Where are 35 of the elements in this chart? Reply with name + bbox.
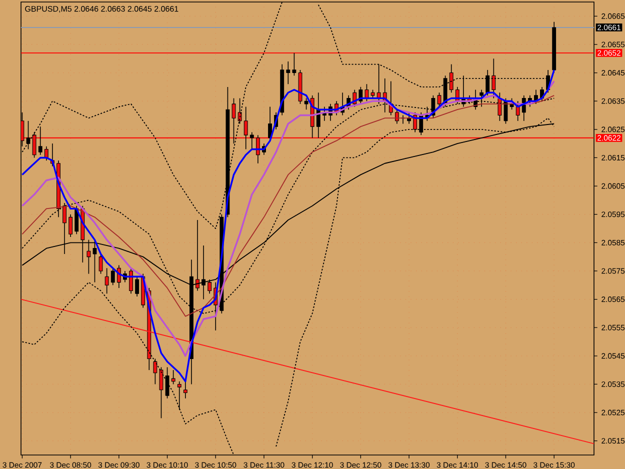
candlestick [159,366,164,419]
candlestick [98,254,103,274]
candlestick [104,268,109,294]
candlestick [304,98,308,110]
candlestick [153,358,158,385]
candlestick [44,146,48,161]
candlestick [516,100,520,122]
candlestick [286,61,290,85]
candlestick [26,120,30,150]
candlestick [183,380,188,399]
candlestick [364,84,369,102]
candlestick [165,366,170,399]
candlestick [394,109,399,124]
candlestick [244,106,248,150]
candlestick [62,202,66,254]
candlestick [135,276,140,297]
candlestick [171,370,176,385]
candlestick [250,132,254,150]
candlestick [86,239,91,274]
candlestick [238,98,242,124]
candlestick [110,268,115,286]
candlestick [129,268,133,294]
candlestick [232,98,236,144]
candlestick [492,58,496,99]
candlestick [38,126,42,156]
candlestick [292,52,296,76]
chart-title: GBPUSD,M5 2.0646 2.0663 2.0645 2.0661 [25,6,178,13]
candlestick [177,380,182,410]
candlestick [68,214,73,238]
candlestick [32,132,36,158]
candlestick [449,64,454,93]
candlestick [486,70,490,96]
candlestick [74,205,79,235]
candlestick [256,134,260,164]
candlestick [437,92,442,108]
